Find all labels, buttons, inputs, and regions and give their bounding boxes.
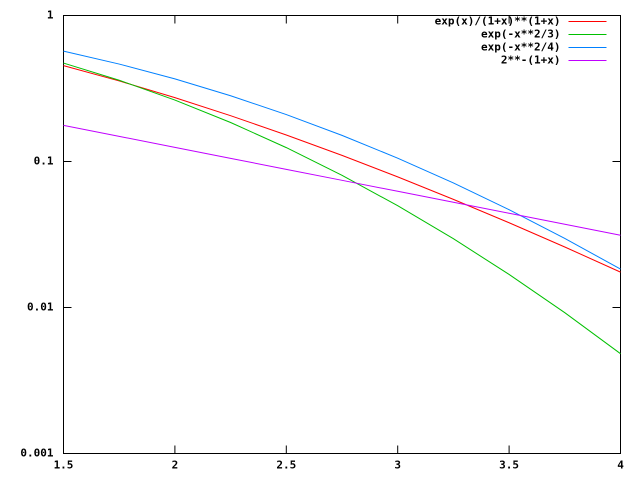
y-tick-label: 0.001 <box>20 447 53 460</box>
legend-label: exp(x)/(1+x)**(1+x) <box>435 15 561 28</box>
x-tick-label: 2.5 <box>276 459 296 472</box>
x-tick-label: 2 <box>172 459 179 472</box>
y-tick-label: 0.01 <box>27 301 54 314</box>
series-line <box>63 65 621 273</box>
plot-border <box>63 15 621 454</box>
x-tick-label: 3.5 <box>499 459 519 472</box>
y-tick-label: 1 <box>47 9 54 22</box>
legend-label: exp(-x**2/3) <box>481 28 560 41</box>
x-tick-label: 1.5 <box>54 459 74 472</box>
x-tick-label: 4 <box>617 459 624 472</box>
series-line <box>63 124 621 236</box>
series-line <box>63 50 621 270</box>
series-line <box>63 62 621 355</box>
y-tick-label: 0.1 <box>34 155 54 168</box>
legend-label: 2**-(1+x) <box>501 54 561 67</box>
legend-label: exp(-x**2/4) <box>481 41 560 54</box>
x-tick-label: 3 <box>394 459 401 472</box>
